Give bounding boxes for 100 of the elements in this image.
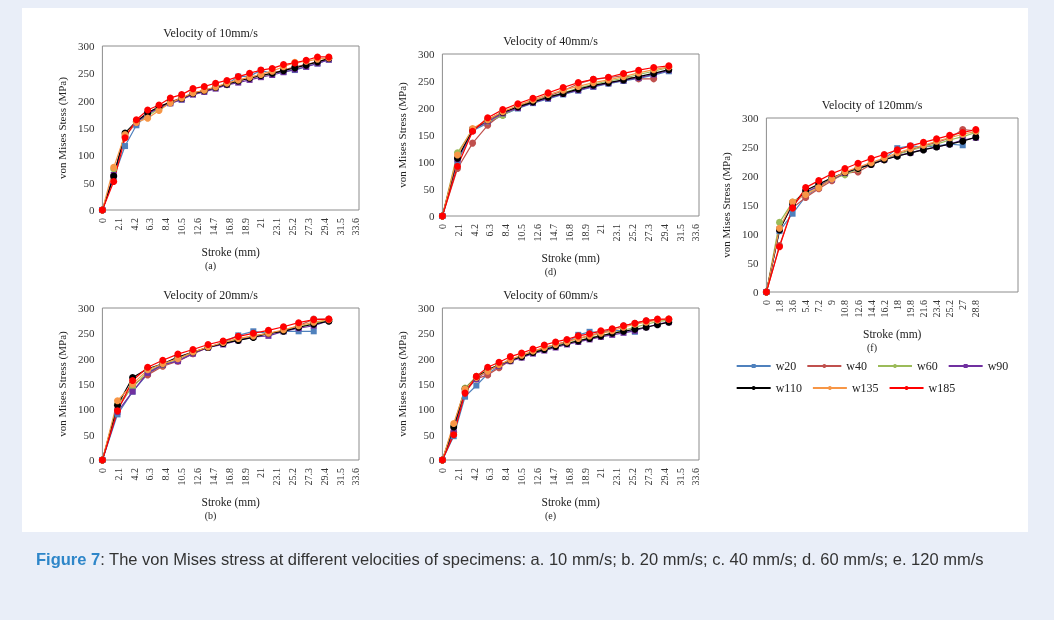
x-tick-label: 21 [595, 224, 607, 234]
x-tick-label: 12.6 [852, 300, 864, 318]
x-tick-label: 29.4 [658, 468, 670, 486]
x-tick-label: 0 [436, 224, 448, 229]
x-tick-label: 2.1 [452, 468, 464, 481]
legend-label: w20 [775, 359, 797, 373]
x-tick-label: 8.4 [160, 468, 172, 481]
legend-label: w185 [928, 381, 956, 395]
x-tick-label: 28.8 [970, 300, 982, 318]
x-tick-label: 25.2 [287, 218, 299, 236]
x-tick-label: 23.1 [611, 468, 623, 486]
x-tick-label: 27.3 [642, 468, 654, 486]
y-tick-label: 50 [83, 176, 95, 189]
x-tick-label: 33.6 [350, 468, 362, 486]
legend-label: w90 [987, 359, 1009, 373]
x-tick-label: 18 [891, 300, 903, 310]
x-tick-label: 18.9 [239, 218, 251, 236]
text: (e) [544, 509, 557, 522]
x-tick-label: 0 [96, 218, 108, 223]
x-tick-label: 8.4 [500, 224, 512, 237]
text: (a) [204, 259, 217, 272]
y-tick-label: 300 [741, 112, 759, 124]
x-tick-label: 25.2 [627, 468, 639, 486]
x-tick-label: 33.6 [690, 224, 702, 242]
x-tick-label: 14.4 [865, 300, 877, 318]
x-tick-label: 21 [255, 468, 267, 478]
y-tick-label: 300 [417, 302, 435, 314]
x-tick-label: 23.4 [931, 300, 943, 318]
x-tick-label: 29.4 [318, 468, 330, 486]
x-tick-label: 23.1 [611, 224, 623, 242]
x-tick-label: 18.9 [579, 468, 591, 486]
y-axis-title: von Mises Stress (MPa) [55, 330, 69, 437]
chart-title: Velocity of 10mm/s [163, 26, 259, 40]
x-tick-label: 29.4 [658, 224, 670, 242]
x-tick-label: 6.3 [484, 468, 496, 481]
legend-label: w60 [917, 359, 938, 373]
x-axis-title: Stroke (mm) [541, 252, 601, 265]
x-tick-label: 12.6 [531, 224, 543, 242]
x-tick-label: 0 [96, 468, 108, 473]
y-tick-label: 200 [741, 170, 759, 182]
x-tick-label: 31.5 [674, 468, 686, 486]
y-axis-title: von Mises Stress (MPa) [395, 81, 409, 188]
x-tick-label: 18.9 [579, 224, 591, 242]
y-tick-label: 150 [417, 378, 435, 390]
chart-title: Velocity of 40mm/s [503, 34, 599, 48]
x-tick-label: 4.2 [468, 468, 480, 481]
x-axis-title: Stroke (mm) [201, 246, 261, 259]
y-tick-label: 250 [417, 75, 435, 87]
x-tick-label: 6.3 [144, 468, 156, 481]
x-tick-label: 27.3 [302, 218, 314, 236]
text: (f) [867, 341, 877, 354]
text: (b) [204, 509, 217, 522]
x-tick-label: 23.1 [271, 468, 283, 486]
chart-title: Velocity of 20mm/s [163, 288, 259, 302]
y-tick-label: 200 [417, 102, 435, 114]
x-tick-label: 21 [595, 468, 607, 478]
x-tick-label: 23.1 [271, 218, 283, 236]
x-tick-label: 16.2 [878, 300, 890, 318]
caption: Figure 7 [36, 550, 101, 568]
y-axis-title: von Mises Stess (MPa) [55, 76, 69, 179]
x-tick-label: 10.5 [516, 468, 528, 486]
y-tick-label: 300 [77, 40, 95, 52]
x-tick-label: 16.8 [563, 224, 575, 242]
x-tick-label: 2.1 [112, 468, 124, 481]
x-axis-title: Stroke (mm) [201, 496, 261, 509]
x-tick-label: 14.7 [547, 224, 559, 242]
y-tick-label: 100 [417, 403, 435, 416]
y-tick-label: 250 [741, 141, 759, 153]
x-tick-label: 16.8 [563, 468, 575, 486]
x-tick-label: 8.4 [160, 218, 172, 231]
y-tick-label: 200 [77, 352, 95, 365]
x-tick-label: 18.9 [239, 468, 251, 486]
x-tick-label: 25.2 [287, 468, 299, 486]
x-axis-title: Stroke (mm) [862, 328, 922, 341]
x-axis-title: Stroke (mm) [541, 496, 601, 509]
x-tick-label: 4.2 [128, 218, 140, 231]
x-tick-label: 10.8 [839, 300, 851, 318]
x-tick-label: 31.5 [334, 218, 346, 236]
x-tick-label: 21.6 [917, 300, 929, 318]
y-tick-label: 300 [77, 302, 95, 314]
y-tick-label: 150 [741, 199, 759, 211]
x-tick-label: 27.3 [302, 468, 314, 486]
x-tick-label: 10.5 [176, 218, 188, 236]
x-tick-label: 8.4 [500, 468, 512, 481]
y-tick-label: 0 [88, 204, 95, 216]
x-tick-label: 0 [760, 300, 772, 305]
x-tick-label: 2.1 [452, 224, 464, 237]
x-tick-label: 0 [436, 468, 448, 473]
x-tick-label: 31.5 [674, 224, 686, 242]
x-tick-label: 4.2 [128, 468, 140, 481]
y-tick-label: 100 [77, 403, 95, 416]
x-tick-label: 10.5 [516, 224, 528, 242]
x-tick-label: 14.7 [207, 218, 219, 236]
y-tick-label: 150 [417, 129, 435, 141]
y-tick-label: 250 [417, 327, 435, 340]
x-tick-label: 14.7 [207, 468, 219, 486]
y-tick-label: 100 [77, 149, 95, 162]
y-axis-title: von Mises Stress (MPa) [719, 151, 733, 258]
x-tick-label: 31.5 [334, 468, 346, 486]
text: : The von Mises stress at different velocities of specimens: a. 10 mm/s; b. 20 mm/s; c. 40 mm/s; d. 60 mm/s; e. 120 mm/s [100, 550, 984, 568]
